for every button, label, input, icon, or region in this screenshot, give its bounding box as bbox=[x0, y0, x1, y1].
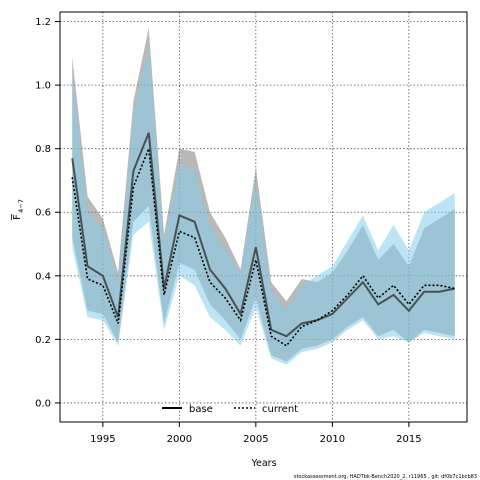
line-current bbox=[71, 148, 455, 347]
y-axis-label: F 4−7 bbox=[11, 199, 25, 220]
y-axis-label-subscript: 4−7 bbox=[17, 199, 25, 213]
x-tick-label: 1995 bbox=[90, 434, 115, 445]
x-tick-label: 2005 bbox=[243, 434, 268, 445]
y-tick-label: 1.0 bbox=[35, 81, 51, 92]
x-axis-label: Years bbox=[250, 458, 276, 469]
y-tick-label: 0.6 bbox=[35, 208, 51, 219]
x-tick-label: 2010 bbox=[320, 434, 345, 445]
y-tick-label: 0.2 bbox=[35, 335, 51, 346]
footer-text: stockassessment.org, HADTbk-Bench2020_2,… bbox=[294, 474, 477, 480]
x-tick-label: 2000 bbox=[167, 434, 192, 445]
y-tick-label: 0.0 bbox=[35, 398, 51, 409]
y-tick-label: 0.4 bbox=[35, 271, 51, 282]
x-tick-label: 2015 bbox=[396, 434, 421, 445]
series-lines bbox=[71, 132, 455, 347]
y-tick-label: 0.8 bbox=[35, 144, 51, 155]
line-base bbox=[71, 132, 455, 338]
legend-base-label: base bbox=[189, 404, 213, 415]
y-tick-label: 1.2 bbox=[35, 17, 51, 28]
y-axis-label-main: F bbox=[12, 214, 23, 219]
legend: base current bbox=[162, 404, 298, 415]
plot-frame bbox=[59, 11, 468, 423]
legend-current-label: current bbox=[262, 404, 298, 415]
y-axis-ticks: 0.0 0.2 0.4 0.6 0.8 1.0 1.2 bbox=[35, 17, 60, 409]
x-axis-ticks: 1995 2000 2005 2010 2015 bbox=[90, 422, 422, 445]
